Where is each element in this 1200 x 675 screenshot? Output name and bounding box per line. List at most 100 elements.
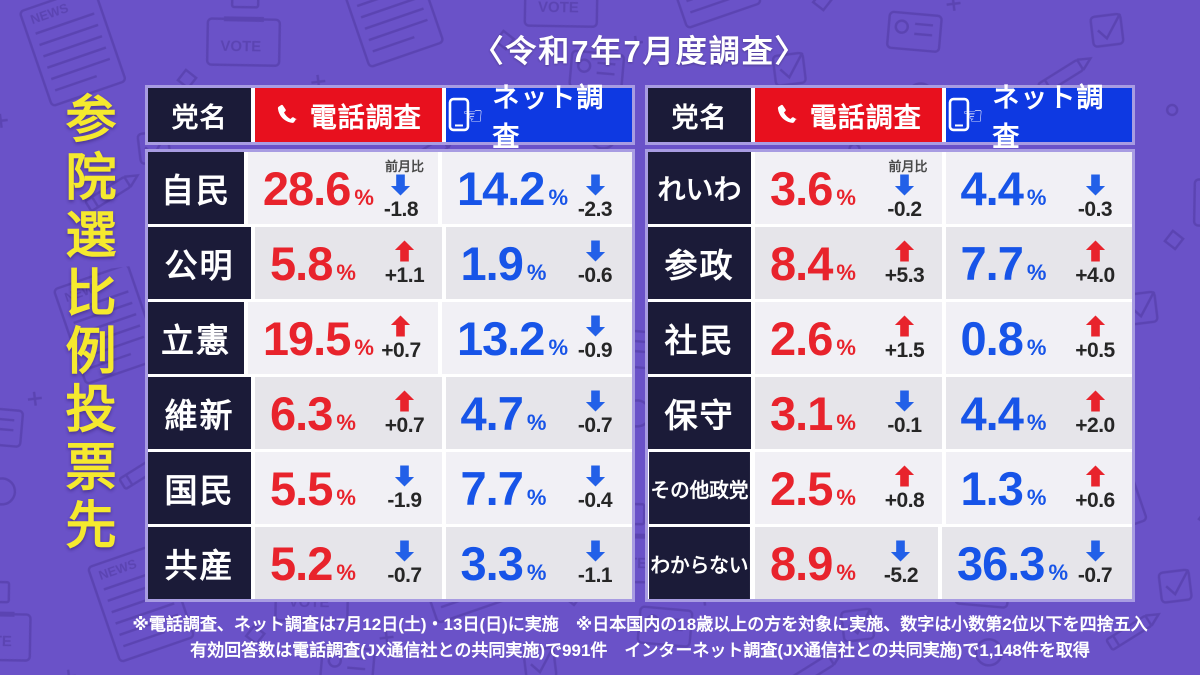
survey-table-left: 党名 電話調査 ☜ ネット調査 自民 前月比 28.6% -1.8 14.2% … [145,83,635,602]
up-arrow-icon [1085,240,1105,262]
mom-change: -1.1 [568,538,622,587]
phone-survey-cell: 5.5% -1.9 [255,452,442,524]
mom-change-value: -0.3 [1077,198,1113,222]
table-row: れいわ 前月比 3.6% -0.2 4.4% -0.3 [648,152,1132,224]
percentage-value: 6.3% [270,386,356,440]
net-survey-cell: 4.4% +2.0 [945,377,1132,449]
column-header-phone: 電話調査 [755,88,942,142]
mom-change: +5.3 [878,238,932,287]
mom-change-value: -0.9 [577,339,613,363]
percent-sign: % [354,334,374,360]
phone-survey-cell: 3.1% -0.1 [755,377,942,449]
percentage-value: 19.5% [262,311,374,365]
down-arrow-icon [394,465,415,487]
column-header-net-label: ネット調査 [492,83,605,152]
up-arrow-icon [1085,390,1105,412]
phone-survey-cell: 前月比 28.6% -1.8 [247,152,438,224]
phone-survey-cell: 5.2% -0.7 [255,527,442,599]
percentage-value: 3.6% [770,161,856,215]
percentage-value: 4.4% [960,161,1047,215]
mom-change-value: +0.5 [1075,339,1115,363]
party-name: れいわ [648,152,751,224]
net-survey-cell: 4.4% -0.3 [945,152,1132,224]
percent-sign: % [1026,259,1047,285]
up-arrow-icon [394,390,415,412]
phone-survey-cell: 5.8% +1.1 [255,227,442,299]
net-survey-cell: 7.7% -0.4 [445,452,632,524]
mom-change-value: -0.1 [887,414,922,438]
mom-change: +4.0 [1068,238,1122,287]
party-name: 自民 [148,152,244,224]
party-name: その他政党 [649,452,750,524]
table-row: 立憲 19.5% +0.7 13.2% -0.9 [148,302,632,374]
mom-change-value: -1.9 [387,489,422,513]
mom-change-value: -1.8 [383,198,419,222]
table-header: 党名 電話調査 ☜ ネット調査 [145,83,635,152]
table-row: 維新 6.3% +0.7 4.7% -0.7 [148,377,632,449]
column-header-party: 党名 [148,88,251,142]
mom-change: +0.5 [1068,313,1122,362]
percent-sign: % [548,334,568,360]
table-row: 保守 3.1% -0.1 4.4% +2.0 [648,377,1132,449]
percent-sign: % [836,559,856,585]
phone-survey-cell: 前月比 3.6% -0.2 [755,152,942,224]
mom-change-value: +0.8 [884,489,925,513]
mom-change-value: +0.7 [381,339,421,363]
mom-change-value: -1.1 [577,564,613,588]
up-arrow-icon [1085,465,1105,487]
percent-sign: % [336,259,356,285]
party-name: 共産 [148,527,251,599]
page-title: 〈令和7年7月度調査〉 [472,34,808,69]
percentage-value: 5.5% [270,461,356,515]
phone-survey-cell: 2.6% +1.5 [755,302,942,374]
column-header-phone-label: 電話調査 [309,102,422,133]
mom-change-value: -5.2 [883,564,919,588]
svg-text:☜: ☜ [961,102,983,130]
down-arrow-icon [894,390,915,412]
percent-sign: % [836,259,856,285]
column-header-phone-label: 電話調査 [809,102,922,133]
column-header-party: 党名 [648,88,751,142]
mom-change-value: -0.4 [577,489,613,513]
column-header-net: ☜ ネット調査 [945,83,1132,152]
footnote-line2: 有効回答数は電話調査(JX通信社との共同実施)で991件 インターネット調査(J… [190,641,1090,661]
percent-sign: % [1026,334,1047,360]
percent-sign: % [836,334,856,360]
party-name: 立憲 [148,302,244,374]
mom-change: -0.3 [1068,172,1122,221]
mom-change-value: +0.6 [1075,489,1115,513]
party-name: 社民 [648,302,751,374]
percentage-value: 7.7% [460,461,547,515]
percentage-value: 3.3% [460,536,547,590]
table-row: 国民 5.5% -1.9 7.7% -0.4 [148,452,632,524]
column-header-net: ☜ ネット調査 [445,83,632,152]
table-row: 自民 前月比 28.6% -1.8 14.2% -2.3 [148,152,632,224]
mom-change: -1.9 [378,463,432,512]
mom-change: -2.3 [568,172,622,221]
percentage-value: 5.2% [270,536,356,590]
column-header-net-label: ネット調査 [992,83,1105,152]
down-arrow-icon [585,174,605,196]
mom-change-value: -0.6 [577,264,613,288]
mom-change-value: +1.5 [884,339,925,363]
phone-survey-cell: 6.3% +0.7 [255,377,442,449]
phone-survey-cell: 2.5% +0.8 [755,452,942,524]
phone-survey-cell: 8.9% -5.2 [755,527,938,599]
mom-change-value: -0.7 [1077,564,1113,588]
percentage-value: 7.7% [960,236,1047,290]
footnote-line1: ※電話調査、ネット調査は7月12日(土)・13日(日)に実施 ※日本国内の18歳… [132,615,1148,634]
down-arrow-icon [1085,174,1105,196]
party-name: 公明 [148,227,251,299]
party-name: 維新 [148,377,251,449]
percentage-value: 2.5% [770,461,856,515]
down-arrow-icon [585,390,605,412]
table-row: 公明 5.8% +1.1 1.9% -0.6 [148,227,632,299]
mom-change: -5.2 [874,538,928,587]
mom-change: +0.8 [878,463,932,512]
phone-survey-cell: 19.5% +0.7 [247,302,438,374]
column-header-phone: 電話調査 [255,88,442,142]
down-arrow-icon [585,540,605,562]
party-name: 保守 [648,377,751,449]
percent-sign: % [1026,484,1047,510]
